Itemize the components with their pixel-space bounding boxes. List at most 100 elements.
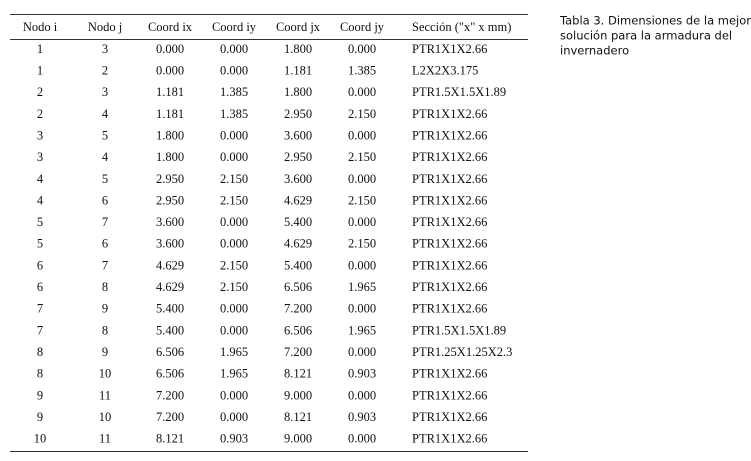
table-cell: PTR1.5X1.5X1.89 [412, 323, 506, 337]
table-cell: 2 [102, 64, 108, 78]
table-cell: 2 [37, 85, 43, 99]
table-cell: 3.600 [284, 128, 312, 142]
table-cell: PTR1X1X2.66 [412, 258, 487, 272]
table-cell: 2.150 [220, 280, 248, 294]
table-cell: 10 [99, 367, 112, 381]
caption-line: invernadero [560, 44, 629, 58]
table-cell: 1.965 [220, 367, 248, 381]
table-cell: 2.950 [284, 150, 312, 164]
table-cell: PTR1X1X2.66 [412, 410, 487, 424]
table-cell: 7 [37, 323, 43, 337]
table-cell: PTR1X1X2.66 [412, 193, 487, 207]
table-cell: 10 [34, 432, 47, 446]
table-cell: 8.121 [284, 410, 312, 424]
table-cell: PTR1.25X1.25X2.3 [412, 345, 512, 359]
table-cell: 0.000 [220, 42, 248, 56]
table-cell: 5 [37, 237, 43, 251]
table-cell: 2.950 [156, 172, 184, 186]
table-cell: 0.000 [348, 215, 376, 229]
table-cell: 2.150 [348, 237, 376, 251]
column-header: Coord jx [276, 20, 321, 34]
table-cell: 1.181 [156, 107, 184, 121]
table-cell: 8 [102, 323, 108, 337]
table-cell: 0.000 [348, 345, 376, 359]
table-cell: 4 [37, 172, 44, 186]
table-cell: 0.000 [220, 215, 248, 229]
table-cell: PTR1X1X2.66 [412, 237, 487, 251]
table-cell: 8 [37, 367, 43, 381]
table-cell: 1 [37, 64, 43, 78]
table-cell: 0.000 [348, 388, 376, 402]
table-cell: 7 [102, 215, 108, 229]
column-header: Sección ("x" x mm) [412, 20, 511, 34]
caption-line: solución para la armadura del [560, 29, 732, 43]
table-cell: 2.150 [220, 258, 248, 272]
table-cell: PTR1X1X2.66 [412, 302, 487, 316]
table-cell: 9.000 [284, 432, 312, 446]
table-cell: 4 [102, 107, 109, 121]
table-cell: 2.950 [284, 107, 312, 121]
column-header: Coord iy [212, 20, 257, 34]
table-cell: PTR1.5X1.5X1.89 [412, 85, 506, 99]
table-cell: PTR1X1X2.66 [412, 42, 487, 56]
table-cell: 5 [102, 172, 108, 186]
table-cell: 0.000 [220, 64, 248, 78]
table-cell: 3 [37, 150, 43, 164]
table-cell: 2.150 [348, 107, 376, 121]
table-cell: 9.000 [284, 388, 312, 402]
table-cell: 7 [37, 302, 43, 316]
table-cell: 0.903 [348, 367, 376, 381]
table-cell: 5.400 [284, 215, 312, 229]
table-cell: 7.200 [156, 388, 184, 402]
table-cell: 2.150 [348, 193, 376, 207]
table-cell: 9 [102, 302, 108, 316]
table-cell: 4.629 [284, 193, 312, 207]
table-cell: 1.965 [348, 280, 376, 294]
table-cell: 4 [37, 193, 44, 207]
table-cell: 2.950 [156, 193, 184, 207]
table-cell: 9 [102, 345, 108, 359]
table-cell: 5.400 [156, 302, 184, 316]
column-header: Coord jy [340, 20, 385, 34]
table-cell: 1.385 [220, 107, 248, 121]
table-cell: 0.000 [156, 64, 184, 78]
table-cell: 3 [37, 128, 43, 142]
table-cell: 4.629 [156, 258, 184, 272]
column-header: Coord ix [148, 20, 193, 34]
table-cell: 5.400 [156, 323, 184, 337]
table-cell: 1.385 [220, 85, 248, 99]
table-cell: 7.200 [284, 345, 312, 359]
table-cell: 9 [37, 388, 43, 402]
table-cell: 3.600 [156, 215, 184, 229]
table-cell: 1.385 [348, 64, 376, 78]
table-cell: 0.000 [348, 258, 376, 272]
table-cell: 6.506 [156, 345, 184, 359]
table-cell: PTR1X1X2.66 [412, 215, 487, 229]
table-cell: 6 [37, 280, 43, 294]
table-cell: 4.629 [284, 237, 312, 251]
table-cell: 1.800 [156, 128, 184, 142]
table-cell: PTR1X1X2.66 [412, 367, 487, 381]
table-cell: PTR1X1X2.66 [412, 280, 487, 294]
table-cell: 0.000 [220, 323, 248, 337]
table-cell: 6.506 [156, 367, 184, 381]
table-cell: PTR1X1X2.66 [412, 388, 487, 402]
table-cell: 0.000 [220, 150, 248, 164]
table-cell: 1.181 [284, 64, 312, 78]
table-cell: 5 [37, 215, 43, 229]
table-cell: 2 [37, 107, 43, 121]
table-cell: 1.181 [156, 85, 184, 99]
table-cell: 6.506 [284, 280, 312, 294]
table-cell: 7.200 [284, 302, 312, 316]
table-cell: 2.150 [220, 193, 248, 207]
table-cell: L2X2X3.175 [412, 64, 478, 78]
table-cell: 8.121 [284, 367, 312, 381]
table-cell: 1.800 [284, 85, 312, 99]
table-cell: 0.000 [348, 432, 376, 446]
table-cell: 8 [102, 280, 108, 294]
table-cell: 11 [99, 432, 111, 446]
table-cell: 3.600 [284, 172, 312, 186]
table-cell: 0.000 [348, 128, 376, 142]
table-cell: 6 [102, 193, 108, 207]
